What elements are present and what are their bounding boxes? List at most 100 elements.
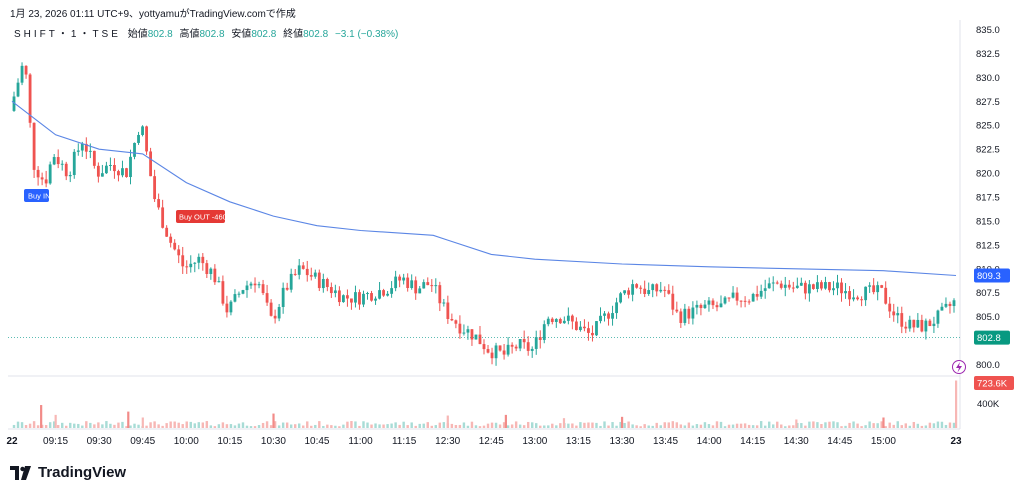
candle-body	[16, 82, 20, 97]
volume-bar	[880, 421, 883, 428]
candle-body	[129, 156, 132, 178]
buy-in-label[interactable]: Buy IN	[28, 192, 51, 201]
candle-body	[775, 282, 779, 284]
candle-body	[133, 142, 136, 157]
candle-body	[189, 263, 193, 268]
candle-body	[522, 339, 526, 343]
candle-body	[675, 309, 679, 312]
volume-bar	[836, 422, 839, 428]
candle-body	[623, 290, 627, 294]
volume-bar	[201, 422, 205, 428]
volume-bar	[948, 422, 952, 428]
chart-caption: 1月 23, 2026 01:11 UTC+9、yottyamuがTrading…	[10, 9, 296, 20]
volume-bar	[639, 426, 642, 428]
candle-body	[454, 320, 458, 324]
volume-bar	[249, 426, 253, 428]
candle-body	[394, 276, 398, 289]
candle-body	[281, 287, 285, 307]
price-chart[interactable]: 800.0802.5805.0807.5810.0812.5815.0817.5…	[0, 0, 1024, 460]
candle-body	[840, 282, 843, 294]
buy-out-label[interactable]: Buy OUT -460	[179, 213, 227, 222]
volume-bar	[406, 425, 409, 428]
candle-body	[579, 326, 582, 331]
volume-bar	[69, 422, 72, 428]
candle-body	[76, 150, 80, 152]
volume-bar	[727, 424, 731, 428]
volume-bar	[860, 426, 863, 428]
candle-body	[864, 286, 868, 301]
volume-bar	[93, 424, 96, 428]
candle-body	[820, 282, 823, 289]
candle-body	[916, 319, 920, 328]
candle-body	[530, 348, 534, 351]
candle-layer	[12, 62, 956, 366]
volume-tick-label: 400K	[977, 399, 1000, 410]
volume-bar	[173, 421, 176, 428]
time-tick-label: 11:15	[392, 436, 417, 447]
volume-bar	[575, 425, 578, 428]
price-axis[interactable]: 800.0802.5805.0807.5810.0812.5815.0817.5…	[952, 25, 1015, 410]
candle-body	[229, 301, 233, 313]
volume-bar	[671, 421, 675, 428]
volume-bar	[225, 424, 229, 428]
candle-body	[727, 297, 731, 299]
logo-text: TradingView	[38, 464, 127, 481]
time-tick-label: 09:15	[43, 436, 68, 447]
volume-bar	[330, 425, 333, 428]
candle-body	[655, 284, 659, 292]
volume-bar	[157, 424, 160, 428]
candle-body	[510, 344, 514, 347]
volume-bar	[466, 425, 470, 428]
time-axis[interactable]: 22 09:15 09:30 09:45 10:00 10:15 10:30 10:45 11:…	[6, 436, 962, 447]
candle-body	[205, 263, 209, 274]
candle-body	[406, 277, 410, 289]
vwap-price-badge-bg	[974, 268, 1010, 283]
volume-bar	[306, 421, 309, 428]
vwap-line	[11, 100, 957, 277]
volume-bar	[273, 421, 277, 428]
volume-last-badge: 723.6K	[977, 379, 1008, 390]
volume-bar	[265, 421, 269, 428]
price-tick-label: 807.5	[976, 288, 1000, 299]
volume-bar	[121, 421, 124, 428]
volume-bar	[868, 421, 871, 428]
volume-bar	[715, 421, 719, 428]
candle-body	[711, 300, 715, 306]
volume-bar	[900, 425, 903, 428]
candle-body	[771, 282, 775, 284]
candle-body	[751, 294, 755, 302]
candle-body	[587, 328, 590, 333]
candle-body	[550, 318, 554, 322]
tradingview-logo[interactable]: TradingView	[10, 464, 126, 481]
candle-body	[779, 283, 783, 288]
volume-spike-bar	[504, 414, 507, 428]
volume-bar	[450, 423, 454, 428]
symbol-name[interactable]: SHIFT・1・TSE	[14, 29, 121, 40]
volume-bar	[302, 425, 305, 428]
candle-body	[249, 283, 253, 286]
volume-bar	[370, 424, 373, 428]
volume-bar	[354, 421, 357, 428]
candle-body	[169, 236, 173, 243]
lightning-glyph	[956, 362, 962, 373]
candle-body	[418, 288, 422, 294]
candle-body	[410, 280, 414, 289]
volume-bar	[253, 426, 257, 428]
volume-bar	[920, 425, 924, 428]
volume-bar	[378, 424, 381, 428]
volume-bar	[197, 422, 200, 428]
volume-bar	[193, 423, 196, 428]
candle-body	[366, 293, 369, 295]
volume-bar	[912, 421, 916, 428]
volume-bar	[703, 422, 707, 428]
volume-bar	[165, 423, 168, 428]
price-tick-label: 805.0	[976, 312, 1000, 323]
candle-body	[836, 282, 839, 289]
candle-body	[832, 288, 835, 291]
time-tick-label: 13:00	[522, 436, 547, 447]
candle-body	[285, 287, 289, 290]
candle-body	[940, 306, 944, 311]
time-tick-label: 22	[6, 436, 18, 447]
volume-bar	[848, 422, 851, 428]
candle-body	[852, 297, 855, 300]
